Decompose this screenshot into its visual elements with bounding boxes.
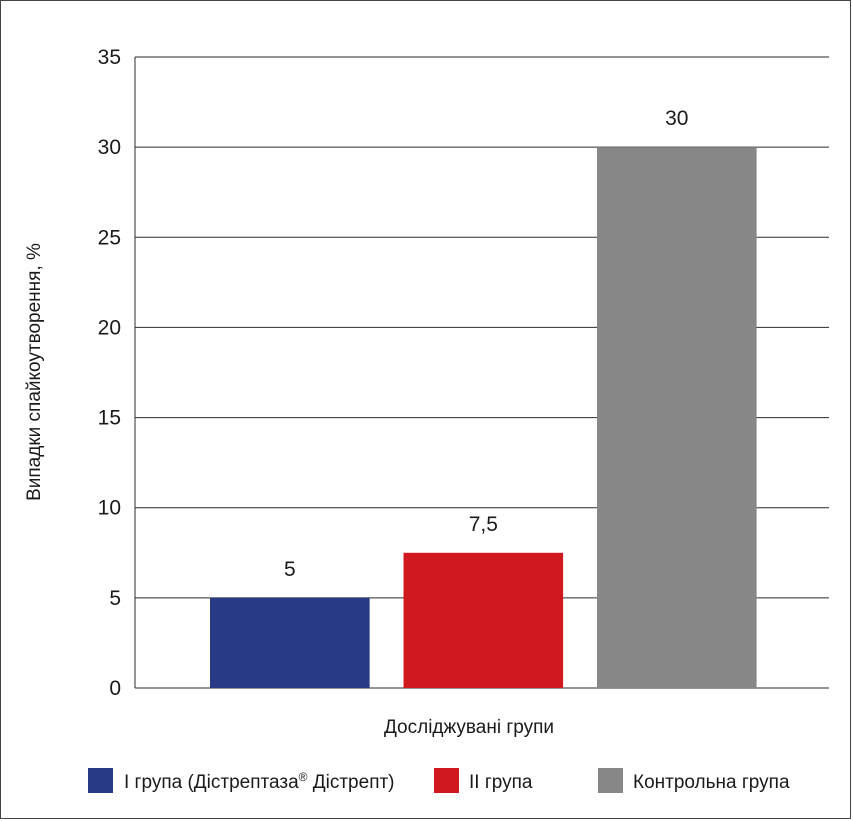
- legend: I група (Дістрептаза® Дістрепт) II група К…: [88, 768, 790, 793]
- legend-label: I група (Дістрептаза® Дістрепт): [124, 770, 395, 793]
- y-tick-label: 10: [98, 497, 121, 520]
- data-label: 5: [284, 558, 296, 581]
- legend-swatch: [88, 768, 113, 793]
- y-tick-label: 0: [109, 677, 121, 700]
- y-tick-labels: 0 5 10 15 20 25 30 35: [98, 46, 121, 700]
- bar: [597, 147, 757, 689]
- y-tick-label: 5: [109, 587, 121, 610]
- y-tick-label: 35: [98, 46, 121, 69]
- legend-label: Контрольна група: [633, 772, 790, 793]
- bar: [403, 552, 564, 688]
- y-tick-label: 20: [98, 316, 121, 339]
- data-labels: 5 7,5 30: [284, 107, 689, 581]
- bar: [210, 597, 370, 688]
- y-axis-label: Випадки спайкоутворення, %: [24, 243, 45, 501]
- data-label: 7,5: [469, 513, 498, 536]
- data-label: 30: [665, 107, 688, 130]
- y-tick-label: 30: [98, 136, 121, 159]
- legend-swatch: [434, 768, 459, 793]
- y-tick-label: 15: [98, 407, 121, 430]
- legend-label: II група: [469, 772, 533, 793]
- y-tick-label: 25: [98, 226, 121, 249]
- x-axis-label: Досліджувані групи: [384, 717, 554, 738]
- legend-swatch: [598, 768, 623, 793]
- bars: [210, 147, 757, 689]
